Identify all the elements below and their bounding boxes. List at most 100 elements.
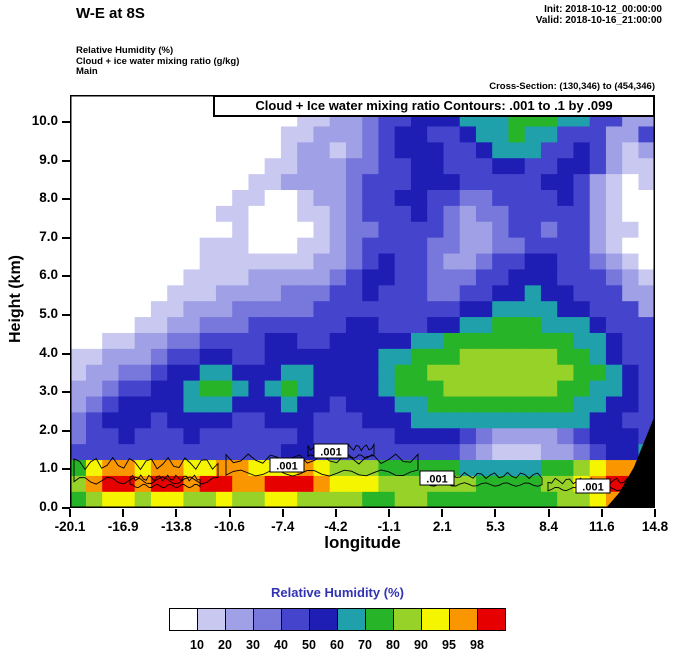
rh-cell [557, 332, 575, 350]
rh-cell [394, 269, 412, 286]
rh-cell [540, 428, 558, 445]
rh-cell [362, 269, 380, 286]
rh-cell [557, 396, 575, 413]
rh-cell [394, 205, 412, 223]
rh-cell [134, 412, 152, 429]
rh-cell [329, 491, 347, 508]
rh-cell [427, 269, 445, 286]
rh-cell [118, 460, 136, 477]
rh-cell [362, 158, 380, 175]
rh-cell [524, 460, 542, 477]
rh-cell [475, 301, 493, 318]
rh-cell [459, 142, 477, 159]
rh-cell [638, 348, 655, 366]
rh-cell [183, 285, 201, 302]
field-list: Relative Humidity (%) Cloud + ice water … [76, 45, 240, 78]
rh-cell [248, 317, 266, 334]
rh-cell [410, 301, 428, 318]
rh-cell [70, 221, 87, 239]
rh-cell [280, 174, 298, 191]
rh-cell [150, 126, 168, 143]
rh-cell [475, 491, 493, 508]
rh-cell [573, 412, 591, 429]
rh-cell [134, 460, 152, 477]
rh-cell [102, 301, 120, 318]
rh-cell [264, 428, 282, 445]
rh-cell [605, 348, 623, 366]
rh-cell [508, 221, 526, 239]
rh-cell [443, 332, 461, 350]
rh-cell [557, 142, 575, 159]
rh-cell [638, 253, 655, 271]
rh-cell [475, 332, 493, 350]
colorbar-cell [169, 608, 198, 631]
rh-cell [248, 301, 266, 318]
rh-cell [362, 253, 380, 271]
rh-cell [118, 190, 136, 207]
y-tick-label: 0.0 [39, 499, 58, 514]
rh-cell [345, 142, 363, 159]
rh-cell [215, 444, 233, 461]
rh-cell [183, 380, 201, 398]
rh-cell [394, 221, 412, 239]
rh-cell [508, 205, 526, 223]
rh-cell [492, 444, 510, 461]
rh-cell [573, 332, 591, 350]
rh-cell [134, 380, 152, 398]
colorbar-cell [281, 608, 310, 631]
rh-cell [638, 285, 655, 302]
rh-cell [134, 348, 152, 366]
rh-cell [492, 348, 510, 366]
rh-cell [313, 158, 331, 175]
rh-cell [492, 332, 510, 350]
rh-cell [297, 475, 315, 493]
rh-cell [540, 317, 558, 334]
rh-cell [605, 142, 623, 159]
rh-cell [280, 237, 298, 255]
rh-cell [150, 348, 168, 366]
x-tick-mark [281, 509, 284, 517]
rh-cell [378, 253, 396, 271]
rh-cell [394, 491, 412, 508]
rh-cell [199, 364, 217, 382]
colorbar-cell [365, 608, 394, 631]
rh-cell [199, 412, 217, 429]
rh-cell [70, 301, 87, 318]
rh-cell [492, 142, 510, 159]
rh-cell [394, 396, 412, 413]
x-tick-mark [494, 509, 497, 517]
rh-cell [524, 475, 542, 493]
rh-cell [378, 491, 396, 508]
rh-cell [70, 269, 87, 286]
rh-cell [280, 269, 298, 286]
rh-cell [118, 237, 136, 255]
rh-cell [492, 174, 510, 191]
rh-cell [475, 428, 493, 445]
rh-cell [183, 205, 201, 223]
rh-cell [280, 253, 298, 271]
rh-cell [118, 174, 136, 191]
rh-cell [557, 475, 575, 493]
rh-cell [605, 396, 623, 413]
x-tick-mark [175, 509, 178, 517]
rh-cell [508, 174, 526, 191]
rh-cell [134, 95, 152, 112]
field-line-cloud: Cloud + ice water mixing ratio (g/kg) [76, 55, 240, 67]
rh-cell [329, 158, 347, 175]
rh-cell [215, 364, 233, 382]
rh-cell [492, 126, 510, 143]
rh-cell [443, 491, 461, 508]
rh-cell [589, 428, 607, 445]
terrain [606, 415, 655, 508]
rh-cell [248, 174, 266, 191]
rh-cell [183, 332, 201, 350]
rh-cell [248, 205, 266, 223]
rh-cell [524, 253, 542, 271]
rh-cell [329, 174, 347, 191]
rh-cell [638, 221, 655, 239]
rh-cell [215, 460, 233, 477]
rh-cell [215, 190, 233, 207]
rh-cell [508, 348, 526, 366]
rh-cell [118, 269, 136, 286]
rh-cell [215, 205, 233, 223]
